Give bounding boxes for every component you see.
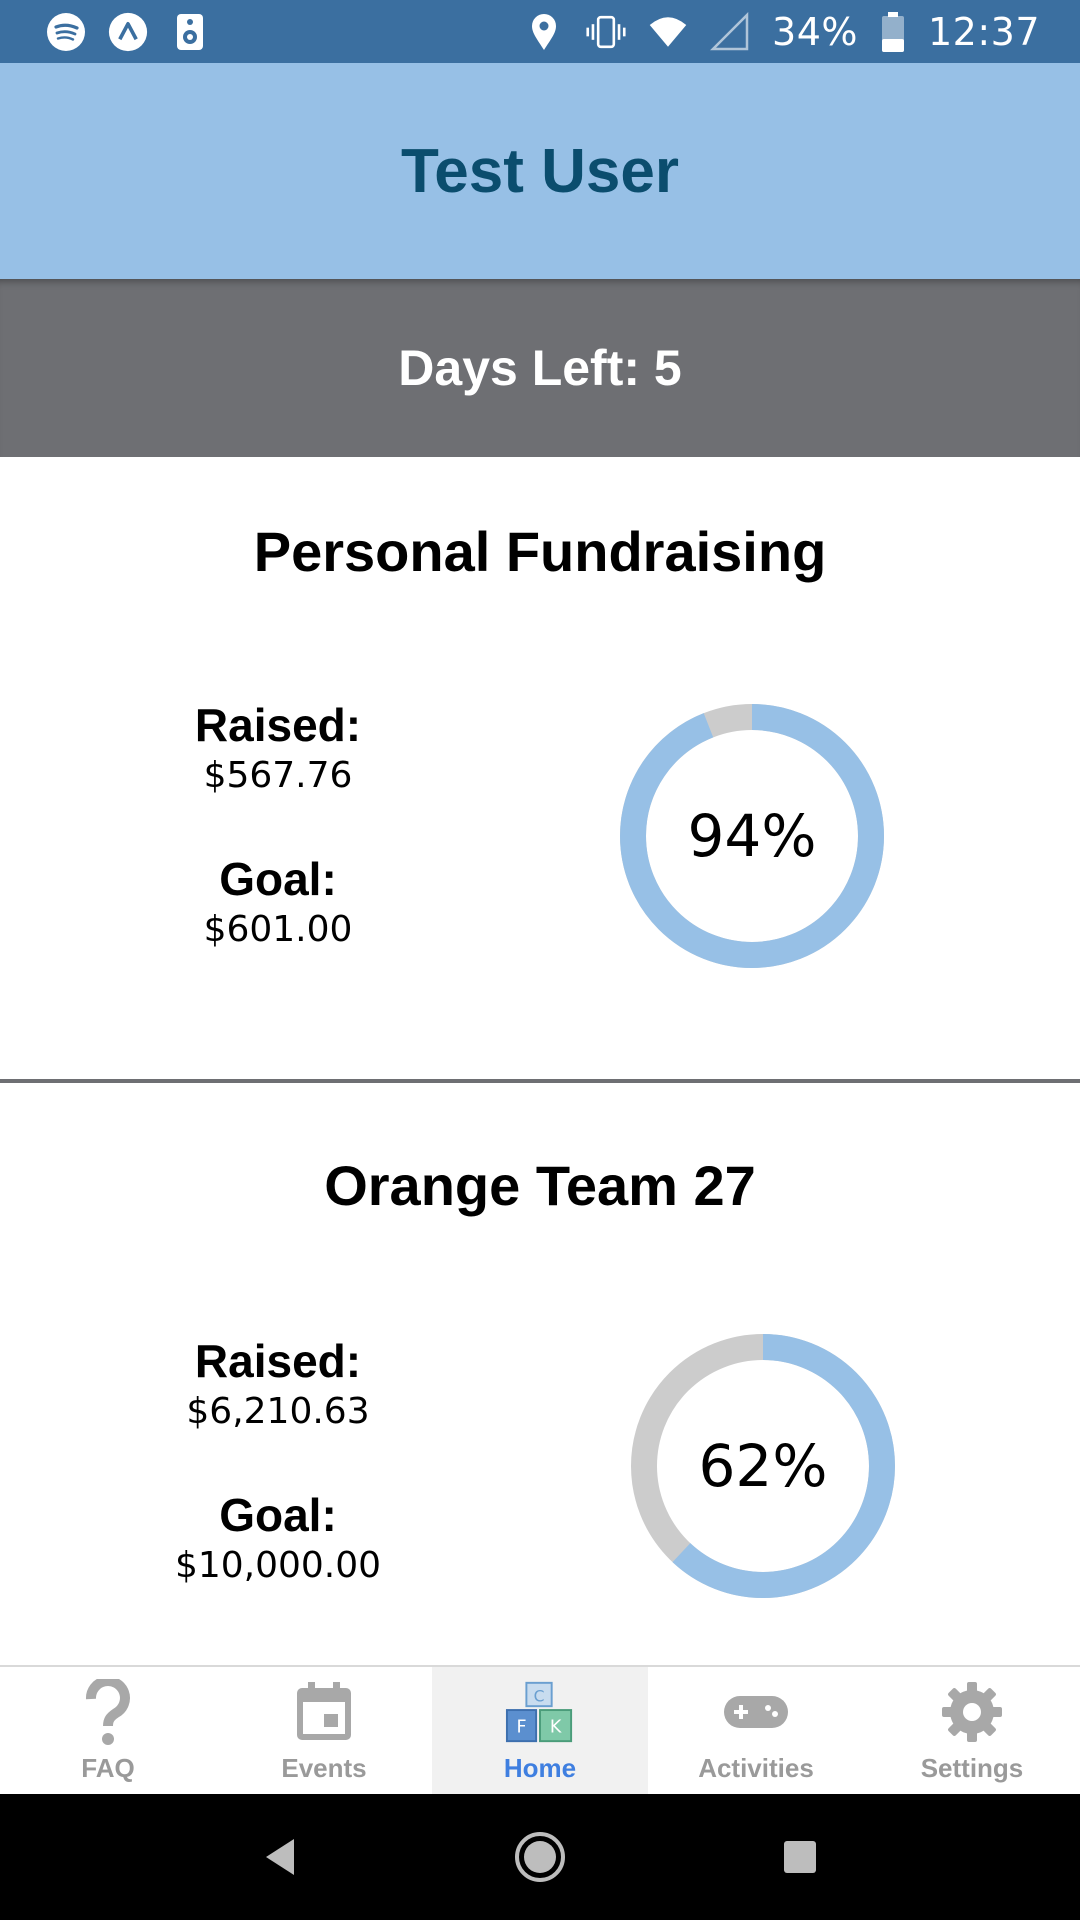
nav-label: Activities [698,1753,814,1783]
section-title: Personal Fundraising [253,520,827,583]
ring-progress-arc [631,1334,895,1598]
location-icon [524,12,564,52]
personal-stats: Raised: $567.76 Goal: $601.00 [128,697,428,953]
wifi-icon [648,12,688,52]
bottom-nav: FAQ Events C F K Home [0,1665,1080,1794]
nav-item-home[interactable]: C F K Home [432,1667,648,1794]
nav-label: FAQ [81,1753,135,1783]
status-right-icons: 34% 12:37 [524,10,1040,54]
home-circle-icon[interactable] [510,1827,570,1887]
nav-item-faq[interactable]: FAQ [0,1667,216,1794]
spotify-icon [46,12,86,52]
team-progress-ring: 62% [630,1333,896,1599]
gamepad-icon [721,1677,791,1747]
nav-label: Events [281,1753,367,1783]
svg-text:F: F [516,1717,526,1737]
days-left-text: Days Left: 5 [398,340,682,396]
status-left-icons [46,12,210,52]
status-bar: 34% 12:37 [0,0,1080,63]
svg-text:K: K [550,1717,562,1737]
personal-fundraising-section: Personal Fundraising Raised: $567.76 Goa… [0,457,1080,1083]
nav-item-events[interactable]: Events [216,1667,432,1794]
ring-progress-arc [620,704,884,968]
cell-signal-icon [710,11,750,52]
clock-time: 12:37 [927,9,1040,54]
blocks-icon: C F K [505,1677,575,1747]
goal-value: $10,000.00 [174,1545,382,1586]
calendar-icon [289,1677,359,1747]
arc-launcher-icon [108,12,148,52]
battery-icon [880,11,906,52]
gear-icon [937,1677,1007,1747]
days-left-banner: Days Left: 5 [0,279,1080,457]
nav-label: Home [503,1753,577,1783]
goal-label: Goal: [219,1489,337,1541]
goal-value: $601.00 [203,909,353,950]
team-stats: Raised: $6,210.63 Goal: $10,000.00 [128,1333,428,1589]
back-icon[interactable] [250,1827,310,1887]
speaker-icon [170,12,210,52]
nav-item-settings[interactable]: Settings [864,1667,1080,1794]
vibrate-icon [586,12,626,52]
team-fundraising-section: Orange Team 27 Raised: $6,210.63 Goal: $… [0,1085,1080,1665]
user-name-title: Test User [401,136,679,206]
percent-label: 62% [698,1432,828,1500]
raised-label: Raised: [194,1335,362,1387]
question-icon [73,1677,143,1747]
system-nav-bar [0,1794,1080,1920]
raised-label: Raised: [194,699,362,751]
nav-item-activities[interactable]: Activities [648,1667,864,1794]
section-title: Orange Team 27 [324,1154,756,1217]
recents-icon[interactable] [770,1827,830,1887]
raised-value: $567.76 [203,755,353,796]
personal-progress-ring: 94% [619,703,885,969]
app-header: Test User [0,63,1080,279]
goal-label: Goal: [219,853,337,905]
raised-value: $6,210.63 [186,1391,370,1432]
percent-label: 94% [687,802,817,870]
svg-text:C: C [534,1687,545,1705]
battery-percent: 34% [772,9,858,54]
nav-label: Settings [920,1753,1024,1783]
